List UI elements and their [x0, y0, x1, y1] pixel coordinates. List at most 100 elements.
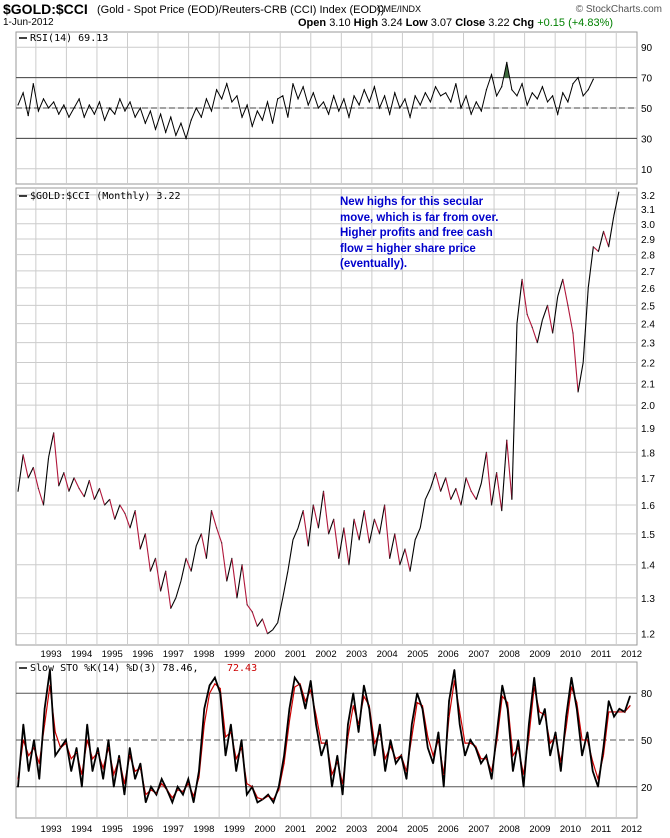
price-segment-down	[322, 491, 330, 534]
sto-d-point	[485, 758, 487, 760]
price-point	[175, 597, 177, 599]
rsi-point	[241, 116, 243, 118]
rsi-point	[266, 101, 269, 103]
price-x-tick-label: 2004	[377, 649, 398, 660]
price-x-tick-label: 2007	[468, 649, 489, 660]
sto-k-point	[474, 747, 477, 749]
price-segment-down	[394, 533, 401, 565]
price-segment-down	[302, 510, 309, 547]
sto-d-point	[554, 736, 557, 738]
sto-d-point	[427, 736, 429, 738]
price-segment-up	[17, 454, 24, 492]
price-point	[592, 246, 594, 248]
price-point	[83, 496, 85, 498]
sto-k-point	[602, 747, 605, 749]
sto-k-point	[278, 786, 280, 788]
sto-k-point	[341, 793, 344, 796]
price-point	[602, 230, 605, 232]
sto-x-tick-label: 2012	[621, 824, 642, 835]
sto-d-point	[512, 755, 514, 757]
price-segment-down	[567, 305, 574, 334]
sto-d-point	[129, 755, 131, 757]
low-value: 3.07	[430, 17, 453, 29]
sto-k-point	[288, 708, 291, 710]
rsi-point	[170, 116, 172, 118]
price-point	[445, 477, 447, 479]
sto-x-tick-label: 1994	[71, 824, 92, 835]
price-segment-up	[297, 510, 304, 529]
rsi-point	[53, 101, 55, 103]
rsi-point	[440, 95, 442, 97]
price-point	[394, 533, 396, 535]
rsi-point	[88, 104, 90, 106]
price-x-tick-label: 2001	[285, 649, 306, 660]
chart-description: (Gold - Spot Price (EOD)/Reuters-CRB (CC…	[97, 4, 385, 16]
sto-d-point	[310, 689, 312, 691]
rsi-point	[159, 113, 162, 115]
price-segment-down	[531, 327, 538, 343]
rsi-point	[246, 104, 248, 106]
price-segment-up	[277, 597, 284, 623]
price-point	[47, 456, 50, 458]
price-tick-label: 2.1	[641, 379, 655, 390]
rsi-point	[496, 95, 498, 97]
price-point	[231, 557, 233, 559]
rsi-point	[180, 122, 182, 124]
rsi-point	[429, 101, 432, 103]
rsi-point	[185, 137, 187, 139]
price-segment-down	[384, 504, 391, 559]
price-point	[210, 510, 213, 512]
price-x-tick-label: 2008	[499, 649, 520, 660]
price-segment-up	[480, 452, 487, 484]
rsi-point	[358, 104, 360, 106]
sto-k-point	[192, 801, 195, 804]
price-segment-up	[48, 432, 55, 458]
sto-d-point	[198, 776, 200, 779]
price-tick-label: 2.5	[641, 301, 655, 312]
rsi-point	[582, 95, 584, 97]
rsi-point	[205, 98, 208, 100]
price-point	[27, 477, 29, 479]
price-segment-up	[511, 323, 518, 500]
sto-d-point	[102, 767, 104, 769]
rsi-point	[409, 116, 411, 118]
sto-k-point	[139, 762, 142, 765]
price-point	[577, 391, 579, 393]
sto-x-tick-label: 2001	[285, 824, 306, 835]
price-segment-down	[165, 571, 172, 609]
sto-d-point	[522, 773, 525, 775]
price-segment-up	[68, 477, 75, 492]
sto-k-point	[506, 708, 509, 710]
price-point	[378, 533, 381, 535]
price-segment-down	[592, 246, 599, 252]
price-tick-label: 1.8	[641, 448, 655, 459]
sto-d-point	[113, 773, 115, 775]
rsi-point	[236, 95, 238, 97]
price-segment-down	[154, 558, 162, 592]
sto-d-point	[560, 761, 562, 763]
price-segment-up	[27, 467, 34, 479]
sto-d-point	[70, 758, 72, 760]
sto-k-point	[528, 723, 530, 726]
open-value: 3.10	[329, 17, 351, 29]
high-value: 3.24	[381, 17, 403, 29]
price-segment-down	[73, 477, 80, 489]
rsi-point	[317, 107, 320, 109]
sto-x-tick-label: 2011	[591, 824, 611, 835]
price-segment-up	[501, 440, 508, 511]
price-segment-down	[526, 314, 533, 328]
price-segment-up	[516, 279, 523, 324]
price-point	[490, 504, 493, 506]
rsi-overbought-fill	[503, 62, 510, 78]
sto-d-point	[208, 692, 211, 694]
rsi-point	[215, 89, 218, 91]
price-point	[546, 304, 549, 306]
price-tick-label: 1.2	[641, 630, 655, 641]
close-value: 3.22	[488, 17, 510, 29]
sto-d-point	[379, 731, 381, 733]
sto-d-point	[166, 789, 168, 791]
sto-k-point	[613, 715, 615, 718]
sto-k-point	[219, 692, 221, 694]
rsi-point	[475, 101, 477, 103]
price-x-tick-label: 2005	[407, 649, 428, 660]
